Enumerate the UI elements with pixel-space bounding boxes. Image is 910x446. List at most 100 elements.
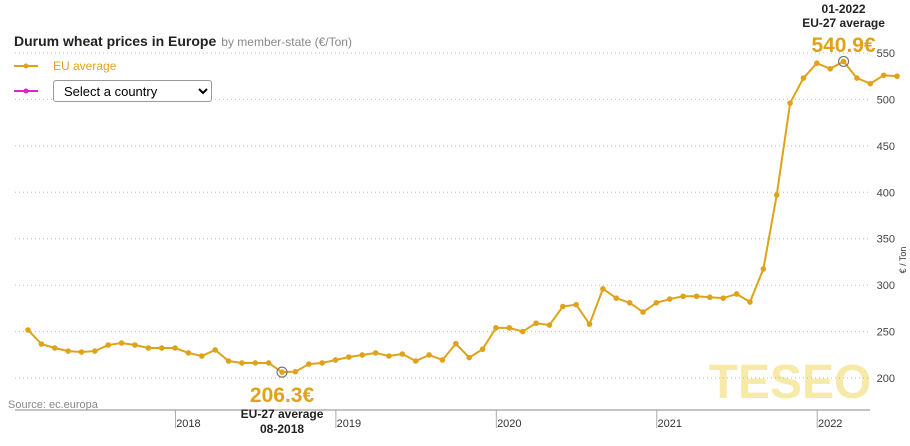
data-point <box>506 325 513 331</box>
data-point <box>25 327 31 333</box>
data-point <box>172 345 178 351</box>
data-point <box>827 65 833 72</box>
y-tick-label: 200 <box>877 373 895 385</box>
data-point <box>105 342 112 348</box>
annotation-caption: EU-27 average <box>802 16 885 30</box>
data-point <box>840 58 847 65</box>
x-tick-label: 2020 <box>497 418 521 430</box>
country-select[interactable]: Select a country <box>53 80 212 102</box>
x-tick-label: 2022 <box>818 418 842 430</box>
data-point <box>854 75 860 81</box>
data-point <box>626 299 633 306</box>
data-point <box>560 303 566 310</box>
data-point <box>519 328 526 335</box>
data-point <box>225 358 232 364</box>
x-tick-label: 2021 <box>658 418 682 430</box>
subtitle: by member-state (€/Ton) <box>221 35 352 49</box>
legend-label: EU average <box>53 59 117 73</box>
data-point <box>65 348 71 354</box>
data-point <box>92 348 98 354</box>
data-point <box>145 345 152 351</box>
data-point <box>773 192 780 198</box>
data-point <box>386 353 392 359</box>
annotation-value: 206.3€ <box>250 384 315 407</box>
data-point <box>760 266 767 272</box>
data-point <box>292 368 299 375</box>
y-axis-label: € / Ton <box>898 247 908 274</box>
data-point <box>239 360 245 366</box>
data-point <box>332 357 339 363</box>
data-point <box>399 351 406 357</box>
data-point <box>158 345 165 351</box>
data-point <box>613 295 620 301</box>
data-point <box>412 358 419 364</box>
data-point <box>733 291 740 297</box>
data-point <box>426 352 432 358</box>
data-point <box>867 80 874 87</box>
data-point <box>479 346 486 353</box>
data-point <box>319 360 325 366</box>
data-point <box>78 349 85 355</box>
data-point <box>653 299 660 306</box>
legend-dot <box>23 63 29 69</box>
data-point <box>185 350 192 356</box>
data-point <box>533 320 539 327</box>
y-tick-label: 400 <box>877 187 895 199</box>
annotation-date: 08-2018 <box>260 422 304 436</box>
data-point <box>546 322 553 328</box>
data-point <box>252 360 259 366</box>
data-point <box>265 360 272 366</box>
data-point <box>372 350 379 356</box>
y-tick-label: 300 <box>877 280 895 292</box>
y-tick-label: 450 <box>877 141 895 153</box>
title: Durum wheat prices in Europe <box>14 33 216 49</box>
y-tick-label: 500 <box>877 94 895 106</box>
chart-title: Durum wheat prices in Europe by member-st… <box>14 33 352 49</box>
data-point <box>346 354 352 360</box>
legend-dot <box>23 88 29 94</box>
y-tick-label: 250 <box>877 327 895 339</box>
y-tick-label: 550 <box>877 48 895 60</box>
data-point <box>814 60 820 67</box>
data-point <box>707 294 713 301</box>
data-point <box>359 352 366 358</box>
data-point <box>894 73 900 80</box>
data-point <box>800 75 807 81</box>
x-tick-label: 2019 <box>337 418 361 430</box>
annotation-value: 540.9€ <box>811 34 876 57</box>
data-point <box>118 340 125 346</box>
annotation-caption: EU-27 average <box>241 407 324 421</box>
source: Source: ec.europa <box>8 399 99 411</box>
annotation-date: 01-2022 <box>822 2 866 16</box>
data-point <box>132 342 138 348</box>
data-point <box>787 100 793 106</box>
data-point <box>439 357 446 363</box>
data-point <box>199 353 205 359</box>
y-tick-label: 350 <box>877 234 895 246</box>
data-point <box>880 72 887 79</box>
watermark: TESEO <box>709 356 872 409</box>
data-point <box>640 309 646 315</box>
data-point <box>466 354 473 361</box>
data-point <box>680 293 686 300</box>
data-point <box>600 286 606 292</box>
data-point <box>586 321 593 327</box>
data-point <box>747 299 753 305</box>
data-point <box>51 345 58 351</box>
data-point <box>305 361 312 367</box>
data-point <box>720 295 727 301</box>
data-point <box>453 340 459 347</box>
x-tick-label: 2018 <box>176 418 200 430</box>
data-point <box>493 325 499 331</box>
data-point <box>666 296 673 302</box>
series-line <box>27 60 898 374</box>
data-point <box>38 341 45 347</box>
annotation-marker <box>837 55 850 68</box>
data-point <box>693 293 700 300</box>
data-point <box>212 347 218 353</box>
annotation-marker <box>276 366 288 378</box>
data-point <box>279 369 285 375</box>
data-point <box>573 301 579 308</box>
